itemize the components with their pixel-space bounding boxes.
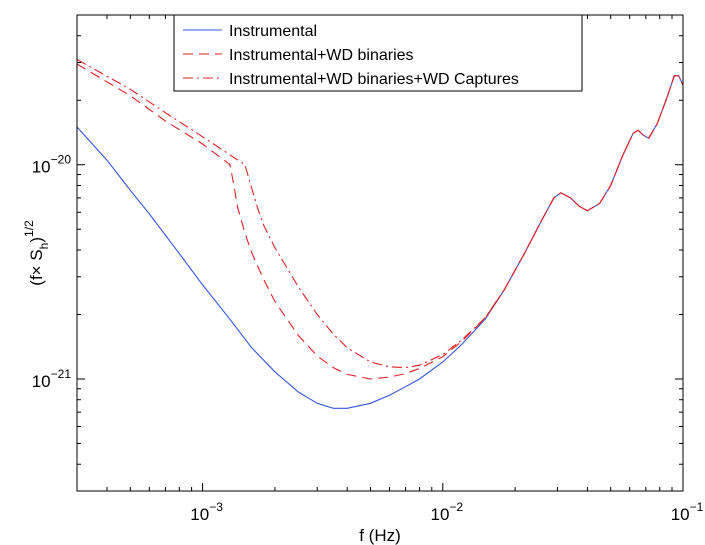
x-tick-label: 10−3 xyxy=(190,500,223,524)
legend-entries: Instrumental Instrumental+WD binaries Inst… xyxy=(183,23,519,88)
series-line-2 xyxy=(76,63,684,380)
y-axis-label: (f× Sh)1/2 xyxy=(22,220,51,286)
y-tick-label: 10−21 xyxy=(32,367,72,391)
legend-box xyxy=(173,14,583,92)
legend-label-3: Instrumental+WD binaries+WD Captures xyxy=(229,71,519,88)
x-tick-label: 10−1 xyxy=(671,500,704,524)
y-axis-label-close: ) xyxy=(27,237,46,243)
legend: Instrumental Instrumental+WD binaries Inst… xyxy=(173,14,583,92)
legend-label-2: Instrumental+WD binaries xyxy=(229,47,414,64)
y-axis-label-base: (f× S xyxy=(27,249,46,285)
y-axis-label-sub: h xyxy=(37,243,51,250)
series-line-1 xyxy=(76,75,684,409)
y-axis-label-sup: 1/2 xyxy=(22,220,36,237)
y-tick-label: 10−20 xyxy=(32,153,72,177)
legend-label-1: Instrumental xyxy=(229,23,317,40)
series-layer xyxy=(76,59,684,409)
x-axis-label: f (Hz) xyxy=(359,526,401,545)
series-line-3 xyxy=(76,59,684,369)
x-tick-label: 10−2 xyxy=(430,500,463,524)
